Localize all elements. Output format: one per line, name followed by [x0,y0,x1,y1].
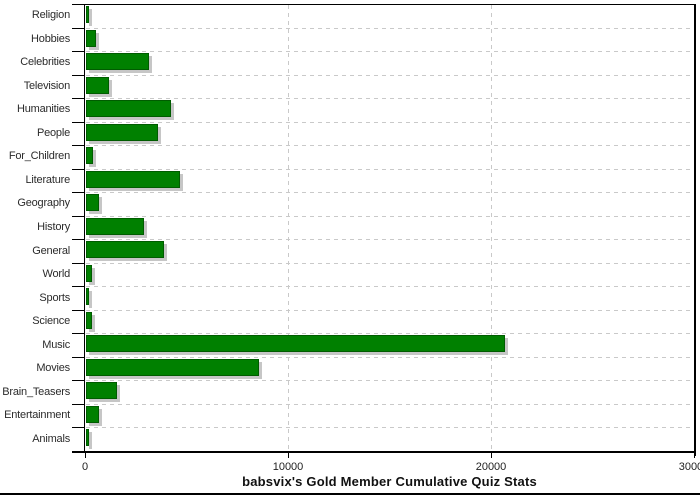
h-gridline [86,403,693,405]
y-tick [72,98,85,100]
y-tick [72,145,85,147]
h-gridline [86,333,693,335]
bar [86,405,100,423]
x-tick-label: 0 [81,461,89,473]
h-gridline [86,309,693,311]
y-axis-label: Religion [31,9,70,22]
y-axis-label: Music [42,338,70,351]
h-gridline [86,239,693,241]
y-tick [72,121,85,123]
y-tick [72,51,85,53]
bar [86,53,150,71]
bar [86,358,260,376]
x-tick-label: 10000 [272,461,304,473]
h-gridline [86,27,693,29]
h-gridline [86,262,693,264]
y-axis-label: People [36,126,70,139]
y-axis-label: Science [32,315,70,328]
y-axis-label: Television [23,79,71,92]
x-axis-line [72,451,696,453]
x-tick [491,453,492,458]
y-axis-label: History [37,221,70,233]
bar [86,194,99,212]
x-tick [288,453,289,458]
x-tick [694,453,695,458]
bar [86,76,110,94]
y-tick [72,380,85,382]
y-tick [72,215,85,217]
y-axis-label: Geography [17,197,70,210]
y-tick [72,286,85,288]
h-gridline [86,356,693,358]
h-gridline [86,51,693,53]
y-axis-line [84,4,85,451]
plot-top-border [72,4,696,5]
y-axis-label: Hobbies [31,32,70,45]
y-axis-label: Animals [32,432,70,445]
h-gridline [86,192,693,194]
y-tick [72,239,85,241]
bottom-rule [0,493,700,495]
y-axis-label: General [32,244,70,257]
h-gridline [86,427,693,429]
y-axis-label: World [42,268,70,281]
bar [86,429,89,447]
bar [86,147,94,165]
h-gridline [86,74,693,76]
y-tick [72,262,85,264]
h-gridline [86,98,693,100]
y-axis-label: For_Children [8,150,70,163]
h-gridline [86,121,693,123]
bar [86,264,93,282]
h-gridline [86,286,693,288]
y-tick [72,356,85,358]
v-gridline [288,5,289,450]
y-axis-label: Sports [39,291,70,304]
h-gridline [86,145,693,147]
x-tick-label: 30000 [678,461,700,473]
x-tick [85,453,86,458]
plot-right-border [694,4,696,456]
h-gridline [86,215,693,217]
h-gridline [86,168,693,170]
y-tick [72,168,85,170]
bar [86,170,181,188]
bar [86,217,145,235]
v-gridline [491,5,492,450]
bar [86,288,90,306]
bar [86,241,164,259]
y-tick [72,309,85,311]
y-tick [72,403,85,405]
y-tick [72,427,85,429]
h-gridline [86,380,693,382]
chart-title: babsvix's Gold Member Cumulative Quiz St… [242,474,537,489]
bar [86,123,159,141]
bar [86,382,118,400]
y-tick [72,192,85,194]
y-axis-label: Celebrities [20,56,70,69]
bar [86,29,97,47]
y-axis-label: Humanities [16,103,70,116]
y-tick [72,333,85,335]
x-tick-label: 20000 [475,461,507,473]
bar [86,335,506,353]
y-axis-label: Movies [36,362,70,375]
y-axis-label: Entertainment [4,409,70,422]
bar [86,100,172,118]
y-tick [72,74,85,76]
y-tick [72,27,85,29]
y-axis-label: Brain_Teasers [2,385,70,398]
y-axis-label: Literature [25,173,71,186]
bar [86,311,93,329]
bar [86,6,90,23]
